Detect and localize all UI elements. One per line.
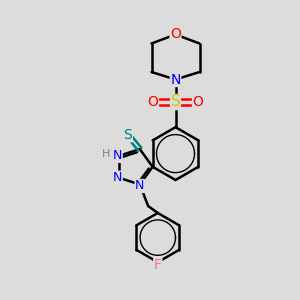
Text: S: S <box>124 128 132 142</box>
Text: N: N <box>135 179 145 193</box>
Text: N: N <box>170 73 181 86</box>
Text: H: H <box>102 149 111 159</box>
Text: N: N <box>113 171 122 184</box>
Text: O: O <box>193 95 203 109</box>
Text: O: O <box>170 28 181 41</box>
Text: S: S <box>171 94 180 110</box>
Text: F: F <box>154 258 162 272</box>
Text: N: N <box>113 149 122 162</box>
Text: O: O <box>148 95 158 109</box>
